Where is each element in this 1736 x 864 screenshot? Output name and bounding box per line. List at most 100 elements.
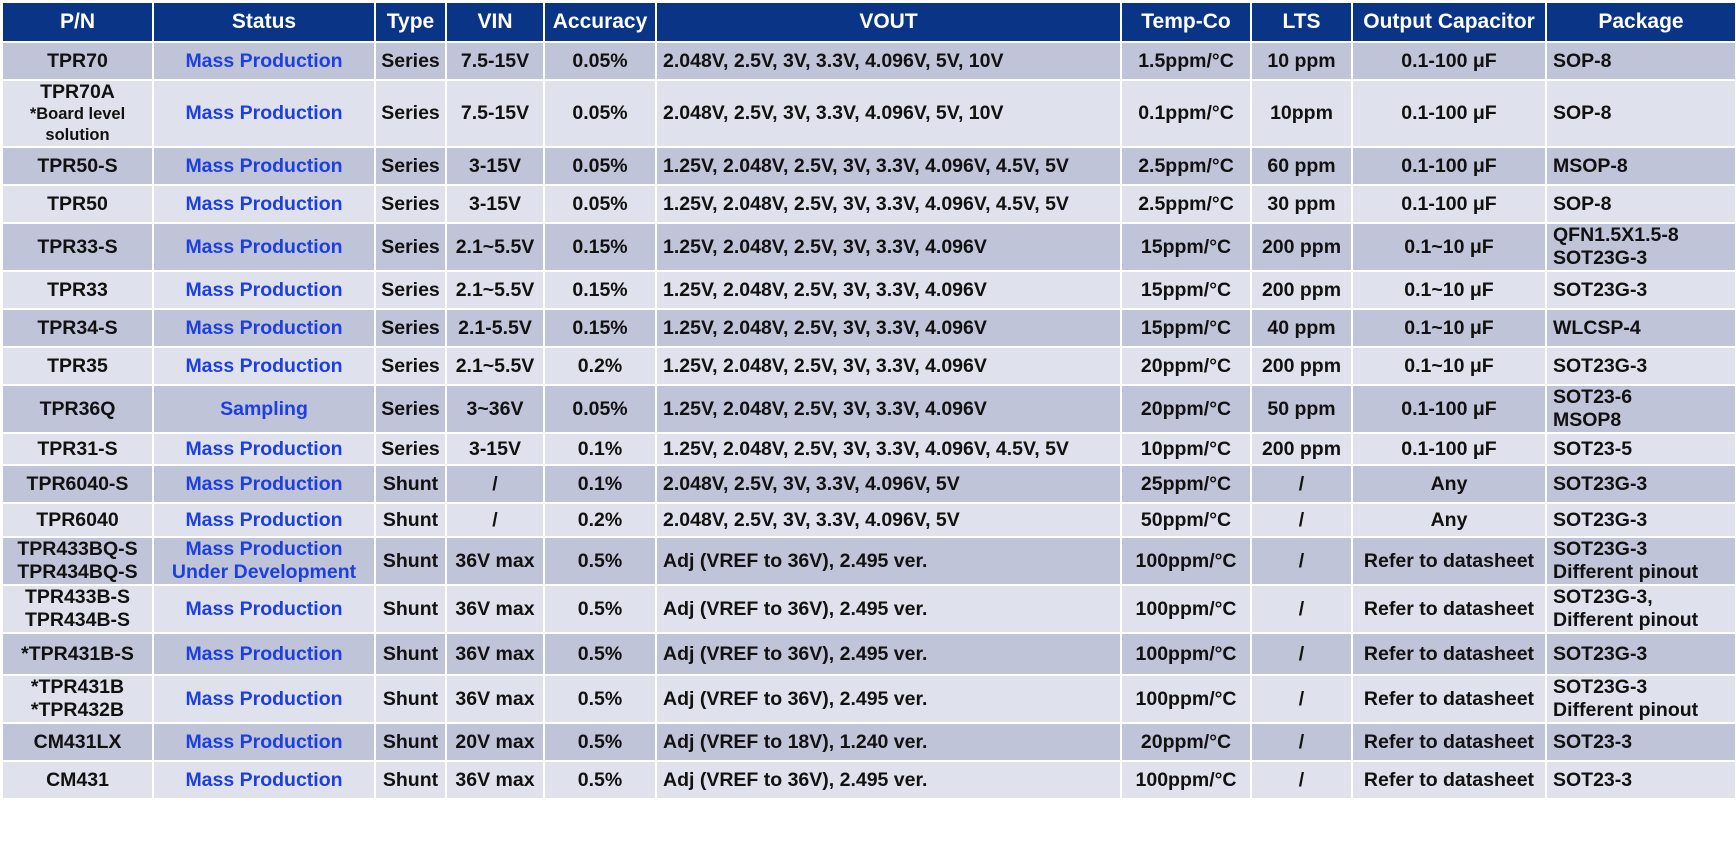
cell-accuracy: 0.05% — [543, 41, 657, 81]
cell-pn-line: TPR34-S — [37, 316, 118, 339]
cell-vin: 7.5-15V — [445, 41, 545, 81]
cell-package-line: SOT23-5 — [1553, 437, 1633, 460]
cell-type: Shunt — [374, 502, 447, 538]
cell-pn: TPR35 — [1, 346, 154, 386]
cell-status: Mass Production — [152, 79, 376, 148]
cell-status: Mass Production — [152, 41, 376, 81]
cell-status-line: Mass Production — [185, 354, 343, 377]
header-row: P/N Status Type VIN Accuracy VOUT Temp-C… — [1, 1, 1736, 43]
cell-package-line: MSOP-8 — [1553, 154, 1628, 177]
cell-type: Shunt — [374, 674, 447, 724]
cell-pn: TPR433B-S TPR434B-S — [1, 584, 154, 634]
cell-temp-co: 15ppm/°C — [1120, 270, 1252, 310]
cell-status-line: Mass Production — [185, 49, 343, 72]
cell-temp-co: 100ppm/°C — [1120, 536, 1252, 586]
cell-package-line: SOT23G-3, — [1553, 586, 1653, 608]
cell-package-line: QFN1.5X1.5-8 — [1553, 224, 1679, 246]
cell-status-line: Mass Production — [185, 437, 343, 460]
cell-pn-line: TPR35 — [47, 354, 108, 377]
header-accuracy: Accuracy — [543, 1, 657, 43]
cell-type: Series — [374, 222, 447, 272]
cell-pn-line: TPR70A — [40, 81, 115, 103]
cell-output-capacitor: 0.1-100 μF — [1351, 41, 1547, 81]
cell-pn: *TPR431B-S — [1, 632, 154, 676]
cell-lts: / — [1250, 536, 1353, 586]
cell-output-capacitor: Any — [1351, 464, 1547, 504]
cell-type: Series — [374, 41, 447, 81]
cell-status: Mass Production — [152, 222, 376, 272]
cell-status: Mass Production — [152, 584, 376, 634]
cell-vout: Adj (VREF to 36V), 2.495 ver. — [655, 536, 1122, 586]
cell-temp-co: 15ppm/°C — [1120, 308, 1252, 348]
cell-temp-co: 10ppm/°C — [1120, 432, 1252, 466]
cell-status: Mass Production — [152, 722, 376, 762]
cell-temp-co: 2.5ppm/°C — [1120, 184, 1252, 224]
cell-temp-co: 1.5ppm/°C — [1120, 41, 1252, 81]
cell-pn: CM431 — [1, 760, 154, 800]
cell-accuracy: 0.5% — [543, 632, 657, 676]
cell-type: Series — [374, 432, 447, 466]
cell-lts: 200 ppm — [1250, 346, 1353, 386]
cell-status: Mass Production — [152, 674, 376, 724]
cell-pn-line: TPR433B-S — [24, 586, 131, 608]
cell-status-line: Mass Production — [185, 642, 343, 665]
table-row: TPR36Q Sampling Series 3~36V 0.05% 1.25V, 2.0… — [1, 384, 1736, 434]
cell-status-line: Mass Production — [185, 730, 343, 753]
cell-vout: Adj (VREF to 36V), 2.495 ver. — [655, 760, 1122, 800]
table-row: CM431LX Mass Production Shunt 20V max 0.5% Ad… — [1, 722, 1736, 762]
cell-vout: 1.25V, 2.048V, 2.5V, 3V, 3.3V, 4.096V, 4… — [655, 146, 1122, 186]
table-row: TPR50-S Mass Production Series 3-15V 0.05% 1.… — [1, 146, 1736, 186]
cell-accuracy: 0.05% — [543, 384, 657, 434]
cell-package: SOT23G-3 — [1545, 502, 1736, 538]
cell-accuracy: 0.5% — [543, 674, 657, 724]
vref-product-table: P/N Status Type VIN Accuracy VOUT Temp-C… — [1, 1, 1736, 800]
cell-accuracy: 0.1% — [543, 464, 657, 504]
cell-lts: / — [1250, 674, 1353, 724]
cell-output-capacitor: Refer to datasheet — [1351, 536, 1547, 586]
cell-pn-line: TPR50-S — [37, 154, 118, 177]
cell-vout: 1.25V, 2.048V, 2.5V, 3V, 3.3V, 4.096V — [655, 308, 1122, 348]
cell-accuracy: 0.5% — [543, 536, 657, 586]
cell-lts: / — [1250, 722, 1353, 762]
cell-pn: TPR6040-S — [1, 464, 154, 504]
cell-pn: CM431LX — [1, 722, 154, 762]
cell-pn-line: TPR33 — [47, 278, 108, 301]
cell-package-line: SOP-8 — [1553, 102, 1612, 124]
cell-output-capacitor: 0.1-100 μF — [1351, 146, 1547, 186]
cell-package: SOT23G-3, Different pinout — [1545, 584, 1736, 634]
cell-type: Shunt — [374, 584, 447, 634]
cell-status: Mass Production — [152, 632, 376, 676]
cell-lts: / — [1250, 584, 1353, 634]
table-row: TPR433BQ-S TPR434BQ-S Mass Production Under… — [1, 536, 1736, 586]
cell-output-capacitor: Refer to datasheet — [1351, 760, 1547, 800]
header-temp-co: Temp-Co — [1120, 1, 1252, 43]
table-row: TPR31-S Mass Production Series 3-15V 0.1% 1.2… — [1, 432, 1736, 466]
cell-status-line: Mass Production — [185, 316, 343, 339]
cell-vout: Adj (VREF to 36V), 2.495 ver. — [655, 584, 1122, 634]
cell-pn-line: *TPR431B-S — [21, 642, 134, 665]
cell-temp-co: 25ppm/°C — [1120, 464, 1252, 504]
cell-vin: 3-15V — [445, 184, 545, 224]
table-body: TPR70 Mass Production Series 7.5-15V 0.05% 2.… — [1, 41, 1736, 800]
table-row: TPR70 Mass Production Series 7.5-15V 0.05% 2.… — [1, 41, 1736, 81]
cell-pn: TPR433BQ-S TPR434BQ-S — [1, 536, 154, 586]
cell-type: Series — [374, 308, 447, 348]
cell-package: QFN1.5X1.5-8 SOT23G-3 — [1545, 222, 1736, 272]
cell-vin: / — [445, 464, 545, 504]
cell-pn-line: solution — [45, 126, 110, 144]
cell-package-line: WLCSP-4 — [1553, 316, 1641, 339]
cell-pn: TPR34-S — [1, 308, 154, 348]
cell-pn-line: TPR434BQ-S — [17, 561, 138, 583]
cell-status-line: Mass Production — [185, 768, 343, 791]
header-vin: VIN — [445, 1, 545, 43]
cell-vin: 36V max — [445, 674, 545, 724]
cell-status-line: Mass Production — [185, 687, 343, 710]
cell-package-line: Different pinout — [1553, 609, 1699, 631]
cell-type: Shunt — [374, 632, 447, 676]
cell-package: MSOP-8 — [1545, 146, 1736, 186]
cell-accuracy: 0.05% — [543, 79, 657, 148]
cell-package-line: SOT23G-3 — [1553, 538, 1648, 560]
cell-package-line: SOT23G-3 — [1553, 354, 1648, 377]
cell-lts: 40 ppm — [1250, 308, 1353, 348]
cell-package: SOT23-3 — [1545, 722, 1736, 762]
